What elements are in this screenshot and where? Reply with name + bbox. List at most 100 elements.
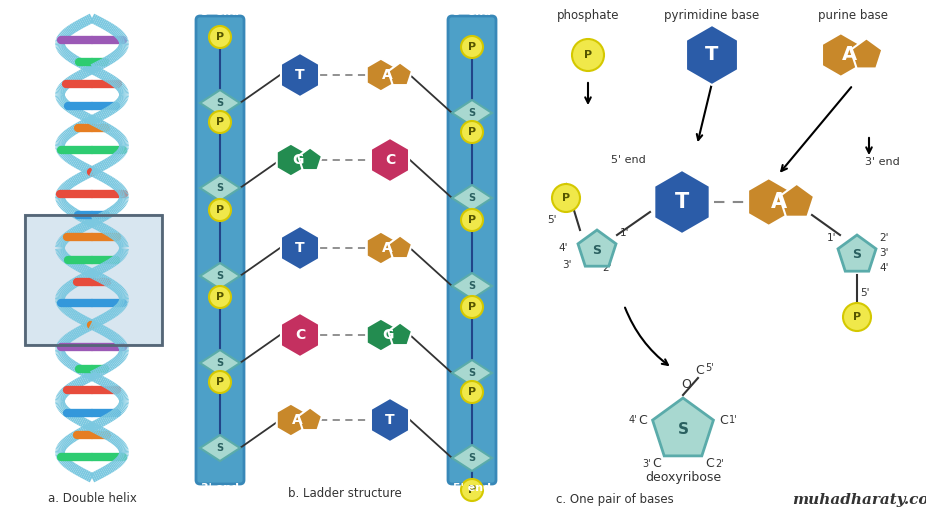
Text: A: A (770, 192, 786, 212)
Text: c. One pair of bases: c. One pair of bases (556, 493, 674, 507)
Text: C: C (720, 414, 728, 427)
Text: S: S (217, 443, 223, 453)
Text: 5' end: 5' end (201, 7, 239, 17)
Text: P: P (216, 292, 224, 302)
Polygon shape (452, 185, 492, 211)
Text: 4': 4' (558, 243, 568, 253)
Text: T: T (295, 68, 305, 82)
Polygon shape (578, 230, 616, 266)
Text: 4': 4' (879, 263, 889, 273)
Text: C: C (638, 414, 647, 427)
Text: G: G (382, 328, 394, 342)
Text: 1': 1' (827, 233, 836, 243)
Circle shape (209, 199, 231, 221)
Circle shape (209, 371, 231, 393)
Polygon shape (367, 59, 395, 91)
Text: A: A (293, 413, 303, 427)
Polygon shape (822, 33, 859, 77)
Polygon shape (277, 143, 305, 176)
Polygon shape (388, 235, 412, 258)
Polygon shape (686, 25, 738, 85)
Text: T: T (675, 192, 689, 212)
Circle shape (461, 381, 483, 403)
Text: pyrimidine base: pyrimidine base (664, 8, 759, 22)
Polygon shape (371, 398, 409, 442)
Circle shape (461, 121, 483, 143)
Text: 3': 3' (879, 248, 889, 258)
Text: P: P (216, 32, 224, 42)
Text: T: T (295, 241, 305, 255)
Polygon shape (281, 313, 319, 357)
Polygon shape (367, 232, 395, 264)
Text: 3' end: 3' end (865, 157, 899, 167)
Text: P: P (468, 42, 476, 52)
Text: S: S (217, 271, 223, 281)
Text: O: O (681, 378, 691, 391)
Text: P: P (468, 215, 476, 225)
Circle shape (461, 36, 483, 58)
Text: C: C (294, 328, 306, 342)
Text: P: P (584, 50, 592, 60)
Text: A: A (382, 241, 393, 255)
Text: P: P (216, 377, 224, 387)
Text: S: S (469, 368, 476, 378)
Polygon shape (25, 215, 162, 345)
Circle shape (843, 303, 871, 331)
Text: S: S (469, 453, 476, 463)
Text: 5': 5' (860, 288, 870, 298)
Text: P: P (562, 193, 570, 203)
Polygon shape (281, 53, 319, 97)
Polygon shape (277, 404, 305, 437)
Circle shape (209, 26, 231, 48)
Text: P: P (468, 485, 476, 495)
Polygon shape (655, 170, 709, 234)
Polygon shape (371, 138, 409, 182)
FancyBboxPatch shape (196, 16, 244, 484)
Text: P: P (216, 117, 224, 127)
Circle shape (461, 209, 483, 231)
Text: 2': 2' (879, 233, 889, 243)
Polygon shape (388, 62, 412, 85)
Polygon shape (200, 90, 240, 116)
Text: P: P (468, 387, 476, 397)
Polygon shape (452, 360, 492, 386)
Polygon shape (298, 148, 322, 170)
Text: P: P (853, 312, 861, 322)
Polygon shape (367, 319, 395, 351)
Text: C: C (385, 153, 395, 167)
Text: 5' end: 5' end (610, 155, 645, 165)
Text: C: C (695, 364, 705, 378)
Text: P: P (468, 302, 476, 312)
Text: S: S (678, 423, 689, 438)
Text: 2': 2' (716, 459, 724, 469)
Text: S: S (217, 358, 223, 368)
Circle shape (461, 296, 483, 318)
Text: A: A (843, 45, 857, 64)
Text: P: P (216, 205, 224, 215)
Polygon shape (452, 445, 492, 471)
Text: 3' end: 3' end (453, 7, 491, 17)
Text: 4': 4' (628, 415, 637, 425)
Circle shape (552, 184, 580, 212)
Text: S: S (217, 183, 223, 193)
Polygon shape (200, 350, 240, 376)
Text: A: A (382, 68, 393, 82)
Text: S: S (593, 244, 602, 256)
Circle shape (209, 286, 231, 308)
Polygon shape (200, 263, 240, 289)
Text: b. Ladder structure: b. Ladder structure (288, 487, 402, 500)
Text: P: P (468, 127, 476, 137)
Polygon shape (780, 184, 814, 217)
Text: S: S (853, 249, 861, 262)
Circle shape (209, 111, 231, 133)
Circle shape (461, 479, 483, 501)
Text: 1': 1' (729, 415, 738, 425)
Text: 5' end: 5' end (453, 483, 491, 493)
Text: 3': 3' (642, 459, 650, 469)
Polygon shape (452, 273, 492, 299)
Text: C: C (706, 457, 714, 471)
Polygon shape (200, 175, 240, 201)
Polygon shape (298, 408, 322, 430)
Polygon shape (388, 322, 412, 345)
Text: muhadharaty.com: muhadharaty.com (792, 493, 926, 507)
